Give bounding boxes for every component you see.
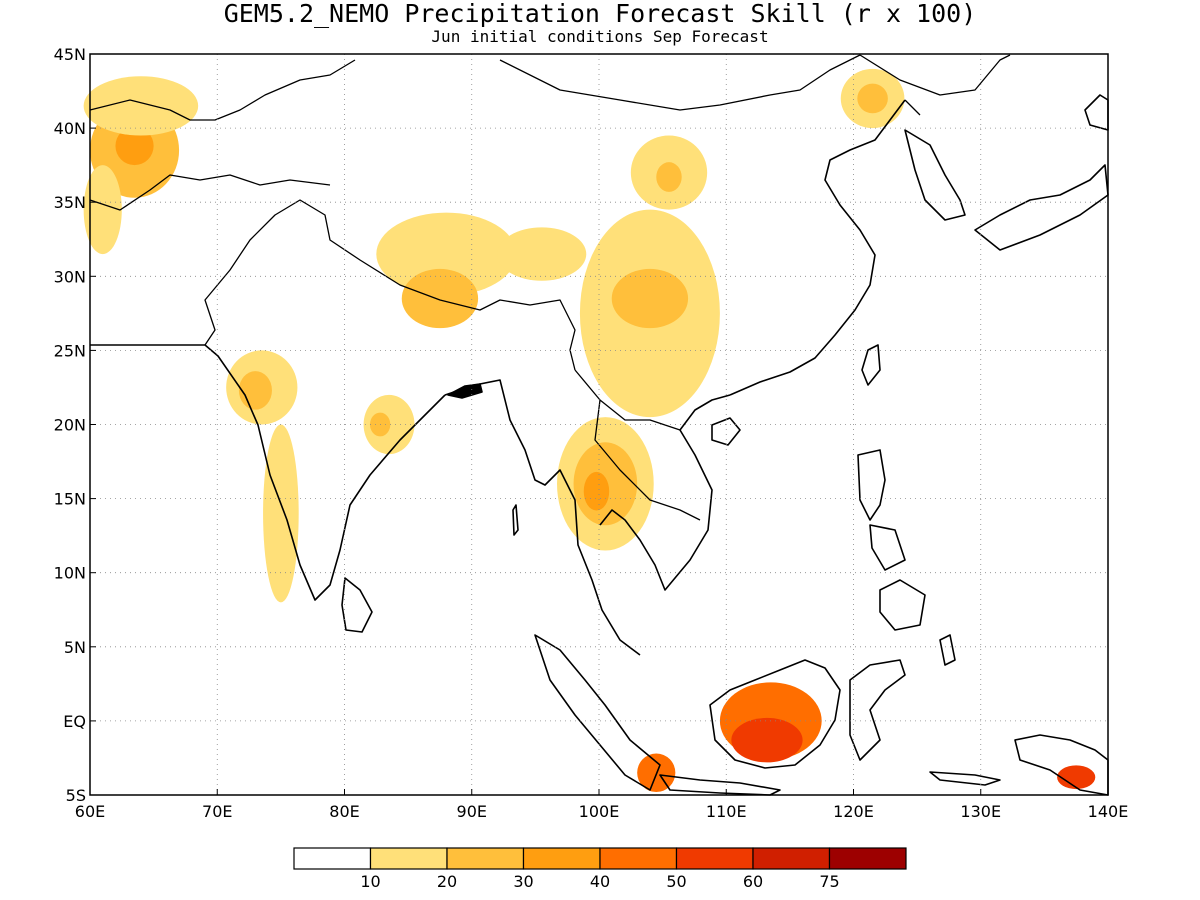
skill-region-11: [401, 268, 479, 329]
coastline-borneo: [709, 659, 841, 769]
coastline-sri-lanka: [341, 577, 373, 633]
lat-tick-label: 25N: [54, 341, 86, 360]
lat-tick-label: 5N: [64, 638, 86, 657]
lon-tick-label: 100E: [579, 802, 620, 821]
coastline-myanmar-malaya: [444, 379, 641, 656]
coastline-bangladesh-delta: [447, 383, 483, 399]
lat-tick-label: EQ: [63, 712, 86, 731]
coastline-indochina: [599, 394, 731, 591]
legend-label: 75: [819, 872, 839, 891]
skill-region-23: [731, 717, 803, 763]
skill-region-6: [497, 227, 587, 281]
legend-label: 50: [666, 872, 686, 891]
lat-tick-label: 15N: [54, 490, 86, 509]
coastline-andaman: [512, 504, 519, 536]
skill-region-5: [376, 212, 517, 296]
coastline-korea: [904, 129, 966, 221]
coastline-hainan: [711, 417, 741, 446]
coastline-java: [659, 774, 781, 796]
lat-tick-label: 30N: [54, 267, 86, 286]
coastline-sulawesi: [849, 659, 906, 761]
legend-label: 20: [437, 872, 457, 891]
coastline-sumatra: [534, 634, 661, 791]
border-kazakhstan: [89, 59, 356, 121]
skill-region-8: [611, 268, 689, 329]
skill-region-2: [115, 126, 154, 166]
graticule-layer: [90, 54, 1108, 795]
legend-label: 30: [513, 872, 533, 891]
border-mongolia: [499, 54, 861, 111]
map-title: GEM5.2_NEMO Precipitation Forecast Skill…: [223, 0, 977, 28]
coastline-hokkaido: [1084, 94, 1109, 131]
skill-region-14: [263, 424, 299, 603]
border-manchuria: [859, 54, 1011, 116]
skill-region-3: [83, 165, 122, 255]
coastline-luzon: [857, 449, 886, 521]
coastline-mindanao: [879, 579, 926, 631]
coastline-halmahera: [939, 634, 956, 666]
legend-swatch: [675, 847, 754, 870]
lat-tick-label: 35N: [54, 193, 86, 212]
color-legend: 10 20 30 40 50 60 75: [293, 847, 907, 891]
skill-region-21: [857, 83, 888, 114]
lon-tick-label: 80E: [329, 802, 359, 821]
legend-swatch: [369, 847, 448, 870]
skill-shading-layer: [83, 68, 1096, 793]
lat-tick-label: 45N: [54, 45, 86, 64]
map-subtitle: Jun initial conditions Sep Forecast: [431, 27, 769, 46]
lat-tick-label: 40N: [54, 119, 86, 138]
lon-tick-label: 130E: [960, 802, 1001, 821]
coastline-japan: [974, 164, 1109, 251]
border-south-asia: [204, 199, 576, 371]
coastline-india: [90, 344, 446, 601]
border-central-asia: [89, 174, 331, 211]
legend-swatch: [293, 847, 372, 870]
skill-region-10: [656, 162, 682, 192]
coastline-layer: [89, 54, 1109, 796]
lon-tick-label: 120E: [833, 802, 874, 821]
legend-label: 60: [743, 872, 763, 891]
lon-tick-label: 110E: [706, 802, 747, 821]
lat-tick-label: 20N: [54, 416, 86, 435]
lon-tick-label: 70E: [202, 802, 232, 821]
legend-label: 10: [360, 872, 380, 891]
border-indochina: [574, 369, 701, 521]
lon-tick-label: 60E: [75, 802, 105, 821]
lon-tick-label: 140E: [1088, 802, 1129, 821]
legend-swatch: [522, 847, 601, 870]
skill-region-19: [583, 471, 610, 511]
coastline-taiwan: [861, 344, 881, 386]
legend-swatch: [752, 847, 831, 870]
legend-label: 40: [590, 872, 610, 891]
axis-labels-layer: 60E 70E 80E 90E 100E 110E 120E 130E 140E 45N 40N 35…: [54, 45, 1129, 821]
coastline-china: [729, 99, 906, 396]
skill-region-4: [83, 76, 199, 136]
lat-tick-label: 10N: [54, 564, 86, 583]
legend-swatch: [828, 847, 907, 870]
legend-swatch: [599, 847, 678, 870]
skill-region-25: [1057, 765, 1096, 790]
coastline-new-guinea: [1014, 734, 1109, 796]
coastline-lesser-sunda: [929, 771, 1001, 786]
lon-tick-label: 90E: [457, 802, 487, 821]
skill-region-13: [238, 371, 272, 410]
coastline-visayas: [869, 524, 906, 571]
legend-swatch: [446, 847, 525, 870]
lat-tick-label: 5S: [66, 786, 86, 805]
